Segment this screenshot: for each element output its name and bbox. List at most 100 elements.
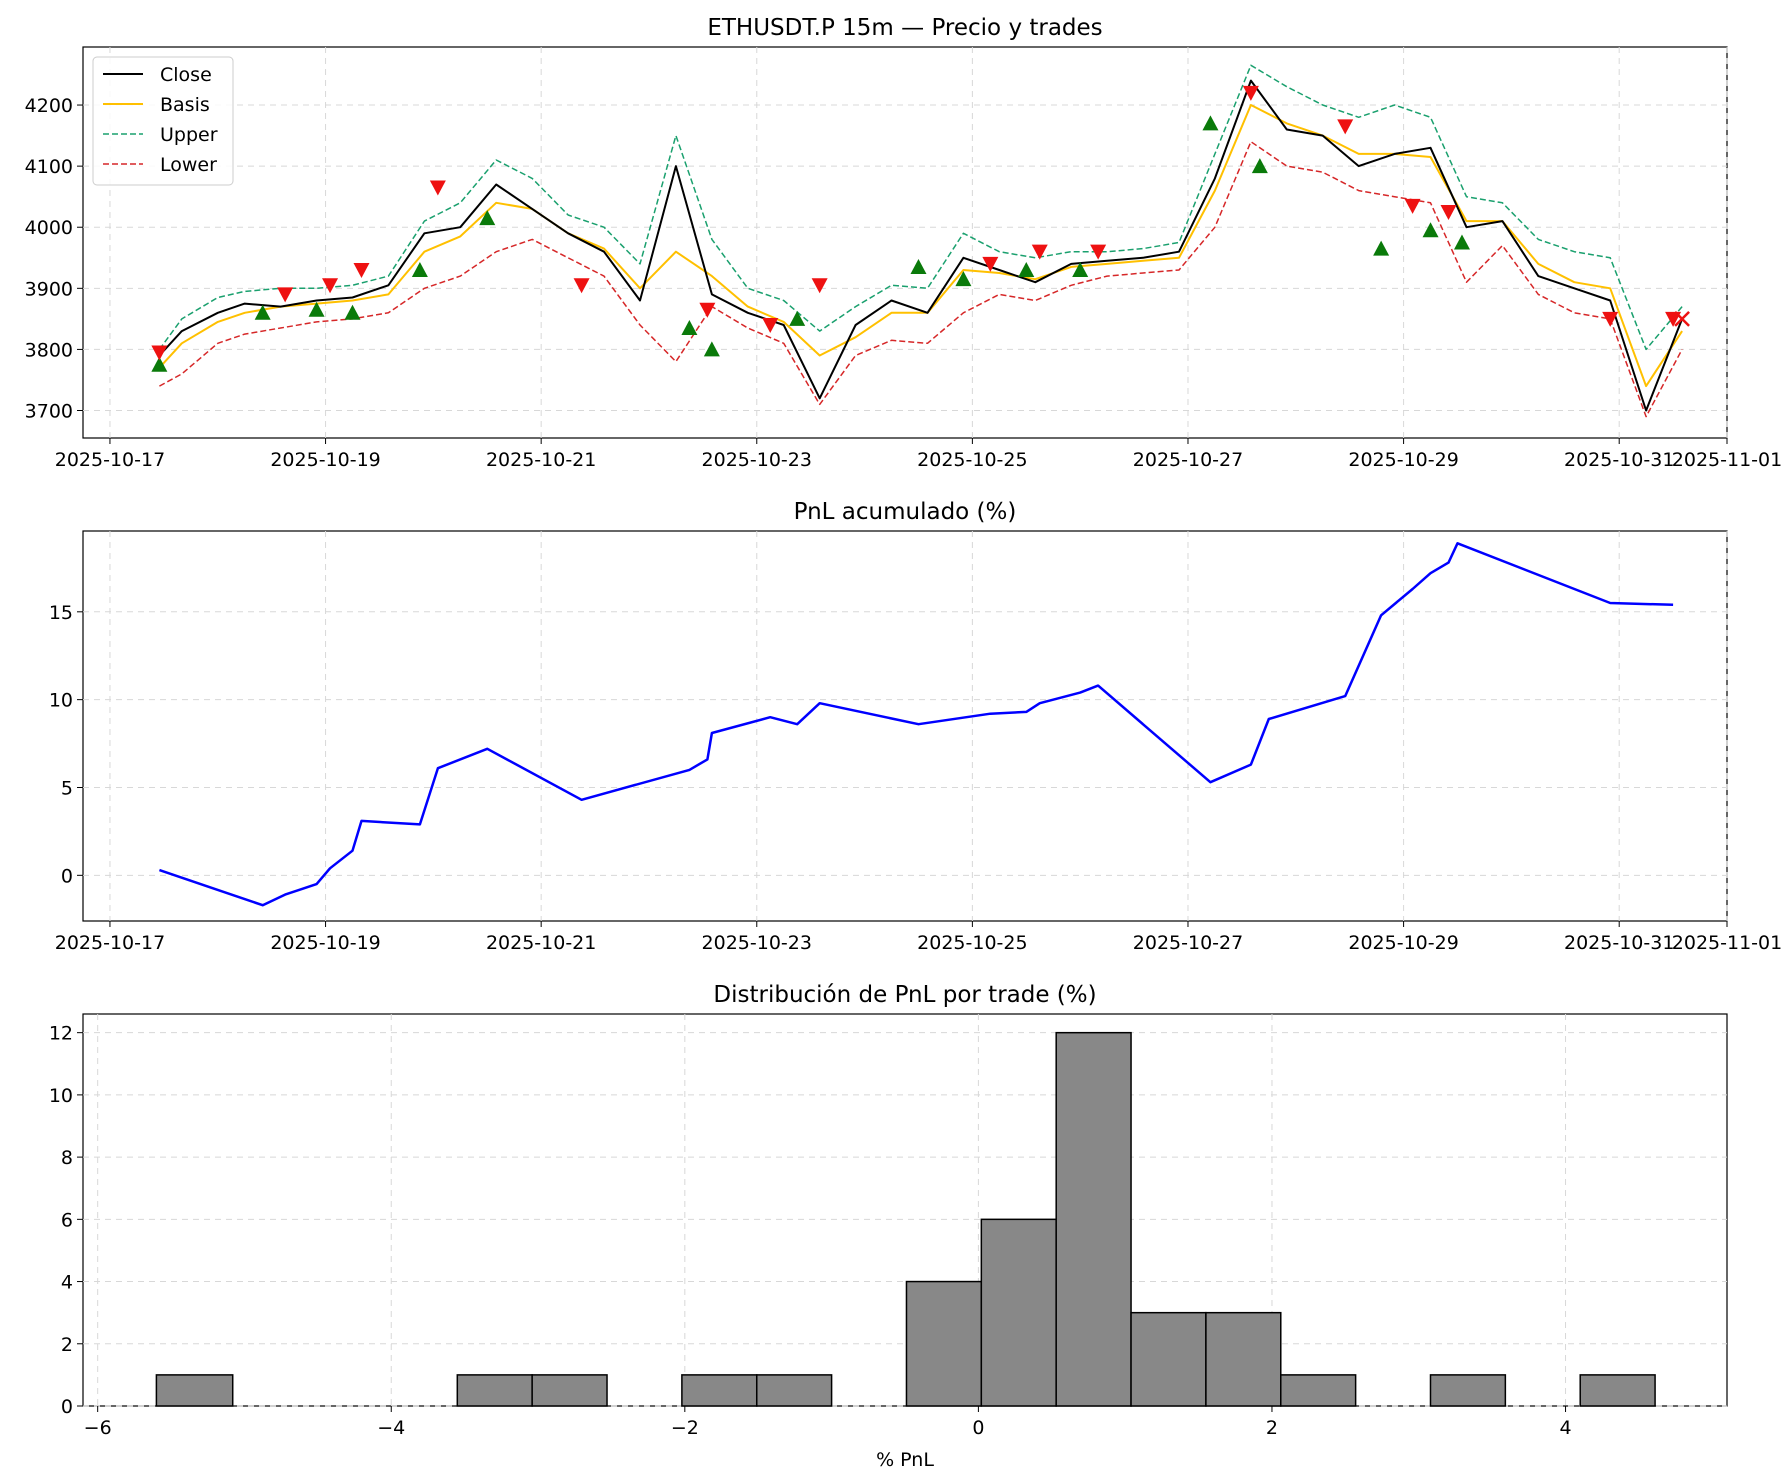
histogram-bar [1280,1374,1357,1407]
entry-marker [1072,261,1089,277]
x-tick-label: 0 [972,1417,984,1439]
entry-marker [479,210,496,226]
x-tick-label: 2025-10-31 [1564,449,1674,471]
histogram-bar [1429,1374,1507,1407]
pnl-line [158,542,1674,907]
series-line-upper [158,64,1683,351]
plot-frame [82,530,1728,922]
x-tick-label: 2025-10-19 [270,932,380,954]
histogram-bar [755,1374,833,1407]
grid [83,531,1728,921]
x-tick-label: 2025-10-27 [1133,932,1243,954]
histogram-bar [1205,1311,1282,1407]
entry-marker [344,304,361,320]
plot-area: 2025-10-17 2025-10-19 2025-10-21 2025-10-23… [25,46,1782,471]
legend-label-upper: Upper [160,124,218,146]
y-tick-label: 2 [61,1334,73,1356]
grid [83,47,1728,438]
legend-label-lower: Lower [160,154,217,176]
entry-marker [703,341,720,357]
legend-label-basis: Basis [160,94,210,116]
exit-marker [277,287,294,303]
chart-title: Distribución de PnL por trade (%) [713,982,1096,1008]
histogram-bar [456,1374,533,1407]
exit-marker [982,256,999,272]
entry-marker [151,356,168,372]
y-tick-label: 4 [61,1272,73,1294]
y-tick-label: 4100 [25,156,73,178]
y-tick-label: 4000 [25,217,73,239]
x-tick-label: 4 [1559,1417,1571,1439]
histogram-bar [1055,1031,1132,1407]
y-tick-label: 8 [61,1147,73,1169]
histogram-bar [1130,1311,1207,1407]
x-tick-label: −4 [377,1417,405,1439]
x-tick-label: 2025-10-25 [917,449,1027,471]
entry-marker [789,310,806,326]
x-tick-label: 2025-10-17 [55,449,165,471]
exit-marker [151,345,168,361]
entry-marker [910,258,927,274]
y-tick-label: 12 [49,1023,73,1045]
entry-marker [1373,240,1390,256]
legend: Close Basis Upper Lower [92,56,234,186]
legend-label-close: Close [160,64,212,86]
exit-marker [1337,119,1354,135]
chart-title: PnL acumulado (%) [794,499,1017,525]
y-tick-label: 4200 [25,95,73,117]
histogram-bar [980,1218,1057,1407]
entry-marker [1202,115,1219,131]
x-tick-label: 2025-10-17 [55,932,165,954]
series-line-close [158,79,1684,412]
y-tick-label: 3700 [25,401,73,423]
entry-marker [254,304,271,320]
exit-marker [811,278,828,294]
exit-marker [573,278,590,294]
entry-marker [1422,222,1439,238]
entry-marker [681,320,698,336]
y-tick-label: 10 [49,1085,73,1107]
exit-marker [699,302,716,318]
histogram-bar [905,1280,983,1407]
x-tick-label: 2025-10-25 [917,932,1027,954]
x-tick-label: 2025-11-01 [1672,449,1782,471]
histogram-bar [1579,1374,1656,1407]
x-tick-label: 2 [1266,1417,1278,1439]
plot-frame [82,1013,1728,1407]
exit-marker [1602,311,1619,327]
x-tick-label: 2025-10-29 [1348,449,1458,471]
y-tick-label: 5 [61,777,73,799]
plot-frame [82,46,1728,439]
histogram-bar [681,1374,758,1407]
entry-marker [411,261,428,277]
plot-area: −6 −4 −2 0 2 4 0 2 4 6 8 10 12 % PnL [49,1013,1728,1471]
exit-marker [762,317,779,333]
x-tick-label: 2025-10-19 [270,449,380,471]
x-tick-label: 2025-10-23 [702,932,812,954]
histogram-bar [155,1374,234,1407]
exit-marker [429,180,446,196]
x-tick-label: 2025-10-27 [1133,449,1243,471]
x-tick-label: 2025-10-21 [486,449,596,471]
y-tick-label: 10 [49,690,73,712]
exit-marker [322,278,339,294]
chart-title: ETHUSDT.P 15m — Precio y trades [707,15,1102,41]
entry-marker [1251,158,1268,174]
plot-area: 2025-10-17 2025-10-19 2025-10-21 2025-10-23… [49,530,1782,954]
x-tick-label: −6 [84,1417,112,1439]
y-tick-label: 3800 [25,339,73,361]
series-line-basis [158,104,1683,388]
x-tick-label: −2 [671,1417,699,1439]
x-tick-label: 2025-10-31 [1564,932,1674,954]
y-tick-label: 15 [49,602,73,624]
entry-marker [1453,234,1470,250]
exit-marker [1404,198,1421,214]
exit-marker [1031,244,1048,260]
exit-marker [1090,244,1107,260]
x-tick-label: 2025-11-01 [1672,932,1782,954]
entry-marker [308,301,325,317]
x-tick-label: 2025-10-21 [486,932,596,954]
y-tick-label: 0 [61,1396,73,1418]
x-tick-label: 2025-10-29 [1348,932,1458,954]
exit-marker [1242,85,1259,101]
